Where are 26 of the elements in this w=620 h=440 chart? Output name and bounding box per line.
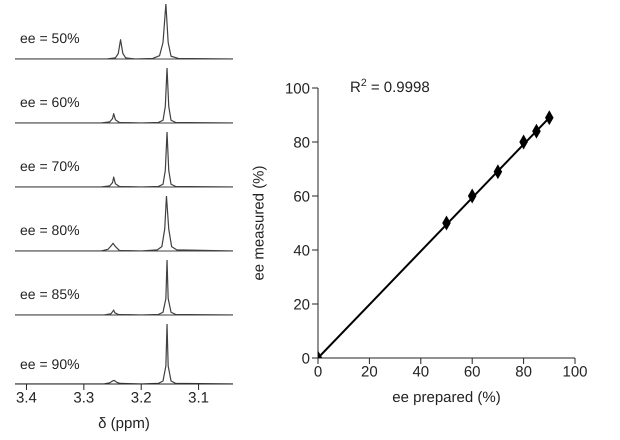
- x-tick-label: 3.2: [130, 390, 152, 407]
- x-tick-label: 100: [562, 364, 588, 381]
- y-tick-label: 40: [293, 242, 310, 260]
- x-axis-title: δ (ppm): [98, 415, 150, 432]
- x-tick-label: 3.4: [16, 390, 37, 407]
- text: ee = 70%: [20, 158, 80, 174]
- x-tick-label: 80: [515, 364, 532, 381]
- y-tick-label: 20: [293, 296, 310, 314]
- y-tick-label: 80: [293, 134, 310, 152]
- text: ee = 60%: [20, 94, 80, 110]
- x-axis-title: ee prepared (%): [392, 389, 501, 406]
- x-tick-label: 20: [361, 364, 378, 381]
- y-tick-label: 0: [302, 350, 310, 368]
- y-tick-label: 60: [293, 188, 310, 206]
- text: ee = 85%: [20, 286, 80, 302]
- y-tick-label: 100: [284, 80, 310, 98]
- text: ee = 80%: [20, 222, 80, 238]
- x-tick-label: 0: [314, 364, 322, 381]
- y-axis-title: ee measured (%): [250, 165, 268, 281]
- text: ee = 50%: [20, 30, 80, 46]
- x-tick-label: 3.3: [73, 390, 94, 407]
- x-tick-label: 60: [464, 364, 481, 381]
- annotation: R$^{2}$ = 0.9998: [350, 77, 430, 96]
- x-tick-label: 3.1: [188, 390, 210, 407]
- x-tick-label: 40: [412, 364, 430, 381]
- text: ee = 90%: [20, 356, 80, 372]
